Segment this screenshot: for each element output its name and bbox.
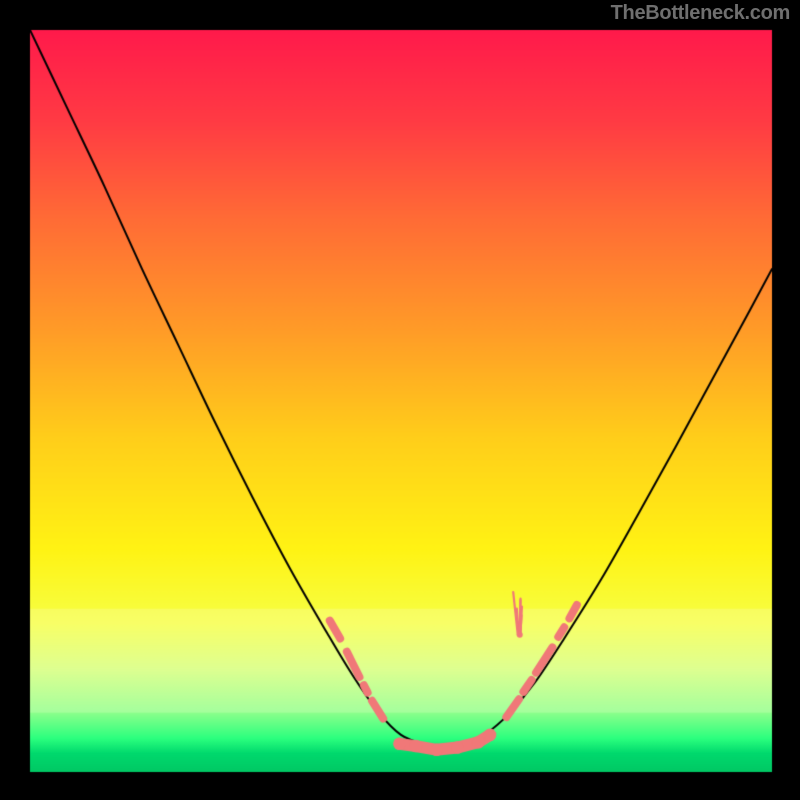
watermark-label: TheBottleneck.com: [611, 2, 790, 25]
bottleneck-curve-chart: [0, 0, 800, 800]
